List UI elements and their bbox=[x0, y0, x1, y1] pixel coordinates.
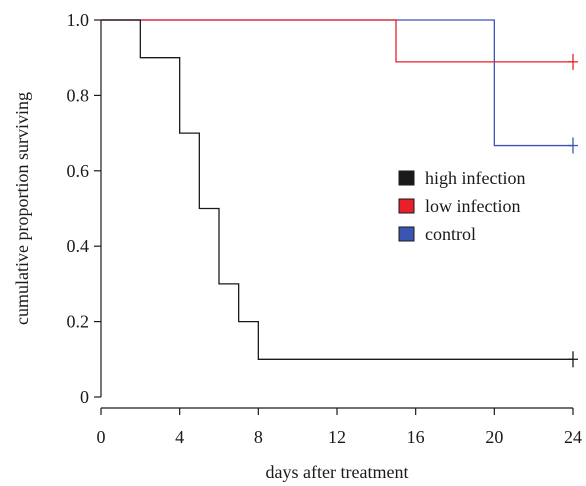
y-tick-label: 1.0 bbox=[67, 10, 90, 30]
y-tick-label: 0.2 bbox=[67, 312, 90, 332]
legend-label-control: control bbox=[425, 224, 476, 244]
y-tick-label: 0.8 bbox=[67, 85, 90, 105]
series-line-control bbox=[101, 19, 573, 147]
y-tick-label: 0 bbox=[80, 387, 89, 407]
x-tick-label: 16 bbox=[407, 427, 425, 447]
x-tick-label: 8 bbox=[254, 427, 263, 447]
legend-swatch-low-infection bbox=[398, 198, 415, 214]
legend-label-high-infection: high infection bbox=[425, 168, 525, 188]
legend-swatch-high-infection bbox=[398, 170, 415, 186]
y-axis-title: cumulative proportion surviving bbox=[12, 92, 32, 325]
x-tick-label: 20 bbox=[485, 427, 503, 447]
legend-swatch-control bbox=[398, 226, 415, 242]
series-line-low-infection bbox=[101, 19, 573, 63]
x-tick-label: 4 bbox=[175, 427, 184, 447]
series-line-high-infection bbox=[101, 19, 573, 360]
x-axis-title: days after treatment bbox=[266, 462, 409, 482]
y-tick-label: 0.6 bbox=[67, 161, 90, 181]
legend-label-low-infection: low infection bbox=[425, 196, 520, 216]
axes: 0 0.2 0.4 0.6 0.8 1.0 0 4 8 12 16 20 24 bbox=[67, 10, 583, 447]
series-layer bbox=[101, 19, 578, 368]
x-tick-label: 12 bbox=[328, 427, 346, 447]
legend: high infection low infection control bbox=[398, 168, 525, 244]
x-tick-label: 24 bbox=[564, 427, 582, 447]
y-tick-label: 0.4 bbox=[67, 236, 90, 256]
x-tick-label: 0 bbox=[97, 427, 106, 447]
